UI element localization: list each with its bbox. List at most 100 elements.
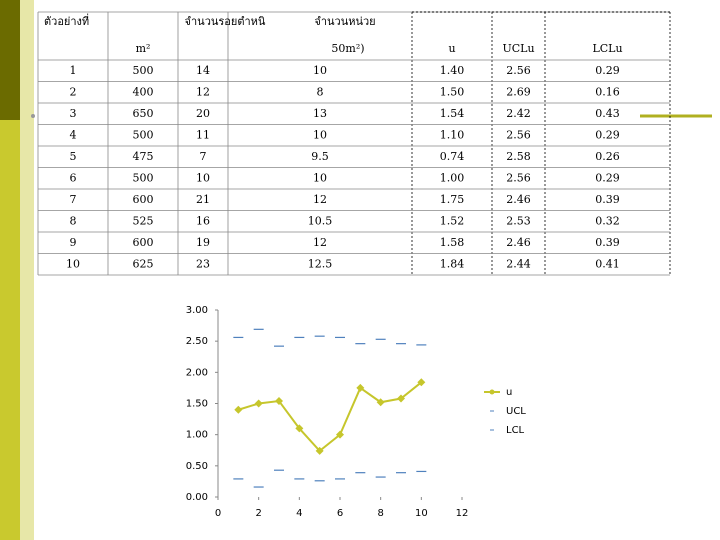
subheader-cell: u <box>448 42 455 55</box>
table-cell: 10.5 <box>308 214 333 227</box>
legend-label: LCL <box>506 425 525 436</box>
table-cell: 500 <box>133 128 154 141</box>
point <box>397 394 405 403</box>
point <box>234 405 243 414</box>
table-cell: 525 <box>133 214 154 227</box>
table-cell: 10 <box>196 171 210 184</box>
table-cell: 2.58 <box>506 150 531 163</box>
y-tick-label: 1.50 <box>186 399 208 410</box>
table-cell: 10 <box>313 64 327 77</box>
table-cell: 0.32 <box>595 214 620 227</box>
table-cell: 1.58 <box>440 236 465 249</box>
legend-label: u <box>506 387 512 398</box>
table-cell: 8 <box>70 214 77 227</box>
table-cell: 12 <box>196 85 210 98</box>
table-cell: 10 <box>313 128 327 141</box>
table-cell: 10 <box>66 257 80 270</box>
table-cell: 1.54 <box>440 107 465 120</box>
table-cell: 11 <box>196 128 210 141</box>
table-cell: 14 <box>196 64 210 77</box>
table-cell: 1.84 <box>440 257 465 270</box>
table-cell: 0.74 <box>440 150 465 163</box>
table-cell: 2.56 <box>506 64 531 77</box>
table-cell: 12.5 <box>308 257 333 270</box>
table-cell: 1.10 <box>440 128 465 141</box>
table-cell: 7 <box>200 150 207 163</box>
table-cell: 1.52 <box>440 214 465 227</box>
x-tick-label: 6 <box>337 508 343 519</box>
x-tick-label: 0 <box>215 508 221 519</box>
point <box>356 383 365 392</box>
point <box>376 398 385 407</box>
table-cell: 10 <box>313 171 327 184</box>
table-cell: 2.44 <box>506 257 531 270</box>
table-cell: 0.29 <box>595 171 620 184</box>
table-cell: 650 <box>133 107 154 120</box>
x-tick-label: 2 <box>255 508 261 519</box>
bullet <box>31 114 35 118</box>
point <box>336 430 344 439</box>
table-cell: 6 <box>70 171 77 184</box>
y-tick-label: 2.50 <box>186 336 208 347</box>
table-cell: 1 <box>70 64 77 77</box>
header-cell: ตัวอย่างที่ <box>44 13 89 28</box>
table-cell: 625 <box>133 257 154 270</box>
side-stripe <box>20 0 34 540</box>
table-cell: 2.69 <box>506 85 531 98</box>
series-line <box>238 381 422 453</box>
chart: 0.00 0.50 1.00 1.50 2.00 2.50 3.00 0 2 4 6 8 10 12 u UC… <box>186 305 527 519</box>
table: ตัวอย่างที่ จำนวนรอยตำหนิ จำนวนหน่วย m² 50m²… <box>37 11 671 276</box>
table-cell: 5 <box>70 150 77 163</box>
table-cell: 20 <box>196 107 210 120</box>
table-cell: 0.26 <box>595 150 620 163</box>
table-cell: 0.43 <box>595 107 620 120</box>
table-cell: 1.40 <box>440 64 465 77</box>
table-cell: 4 <box>70 128 77 141</box>
table-cell: 600 <box>133 193 154 206</box>
subheader-cell: UCLu <box>502 42 534 55</box>
table-cell: 2.56 <box>506 128 531 141</box>
y-tick-label: 2.00 <box>186 367 208 378</box>
subheader-cell: 50m²) <box>331 42 364 55</box>
table-cell: 1.50 <box>440 85 465 98</box>
table-cell: 0.29 <box>595 128 620 141</box>
point <box>295 424 304 433</box>
x-tick-label: 4 <box>296 508 302 519</box>
table-cell: 0.16 <box>595 85 620 98</box>
table-cell: 2.46 <box>506 193 531 206</box>
y-tick-label: 0.50 <box>186 461 208 472</box>
table-cell: 12 <box>313 236 327 249</box>
table-cell: 23 <box>196 257 210 270</box>
table-cell: 13 <box>313 107 327 120</box>
table-cell: 7 <box>70 193 77 206</box>
x-tick-label: 12 <box>456 508 469 519</box>
subheader-cell: m² <box>136 42 151 55</box>
table-cell: 400 <box>133 85 154 98</box>
table-cell: 500 <box>133 171 154 184</box>
table-cell: 19 <box>196 236 210 249</box>
table-cell: 9 <box>70 236 77 249</box>
header-cell: จำนวนรอยตำหนิ <box>185 15 266 28</box>
legend-swatch <box>489 389 495 395</box>
table-cell: 9.5 <box>311 150 329 163</box>
table-cell: 21 <box>196 193 210 206</box>
x-tick-label: 8 <box>377 508 383 519</box>
table-cell: 16 <box>196 214 210 227</box>
table-cell: 2.42 <box>506 107 531 120</box>
table-cell: 8 <box>317 85 324 98</box>
y-tick-label: 0.00 <box>186 492 208 503</box>
side-stripe <box>0 120 20 540</box>
table-cell: 0.39 <box>595 193 620 206</box>
table-cell: 1.75 <box>440 193 465 206</box>
legend-label: UCL <box>506 406 526 417</box>
table-cell: 500 <box>133 64 154 77</box>
point <box>275 397 283 406</box>
table-cell: 600 <box>133 236 154 249</box>
x-tick-label: 10 <box>415 508 428 519</box>
point <box>254 399 263 408</box>
header-cell: จำนวนหน่วย <box>314 15 375 28</box>
table-cell: 0.41 <box>595 257 620 270</box>
table-cell: 0.29 <box>595 64 620 77</box>
y-tick-label: 1.00 <box>186 430 208 441</box>
